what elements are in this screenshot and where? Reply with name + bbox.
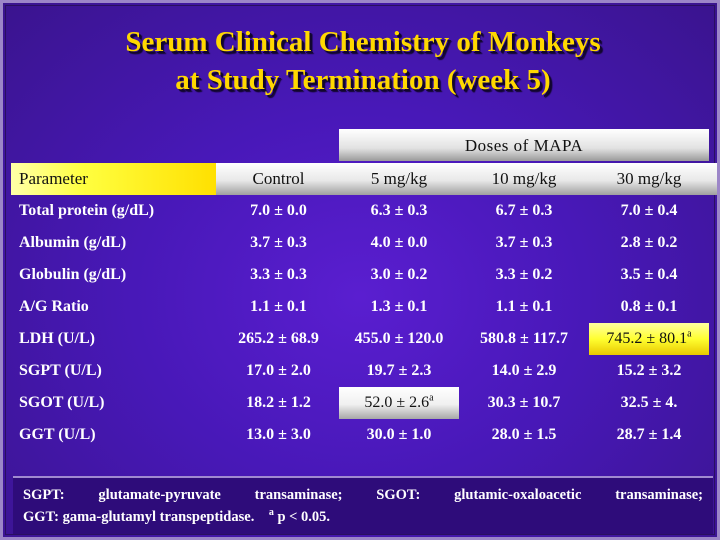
header-30mg: 30 mg/kg [616, 169, 682, 188]
footnote-line-1: SGPT: glutamate-pyruvate transaminase; S… [23, 487, 703, 503]
footnote-sig-text: p < 0.05. [277, 509, 331, 525]
cell-5mg: 3.0 ± 0.2 [370, 266, 428, 283]
table-row: Total protein (g/dL) 7.0 ± 0.0 6.3 ± 0.3… [11, 195, 717, 227]
row-parameter: SGOT (U/L) [19, 394, 105, 411]
significance-marker: a [429, 392, 434, 404]
header-control: Control [252, 169, 305, 188]
cell-10mg: 30.3 ± 10.7 [487, 394, 561, 411]
footnote-line-2: GGT: gama-glutamyl transpeptidase. a p <… [23, 506, 703, 528]
cell-value: 745.2 ± 80.1 [606, 330, 688, 347]
cell-10mg: 14.0 ± 2.9 [491, 362, 557, 379]
cell-control: 7.0 ± 0.0 [250, 202, 307, 219]
significance-marker: a [687, 328, 692, 340]
table-row: Globulin (g/dL) 3.3 ± 0.3 3.0 ± 0.2 3.3 … [11, 259, 717, 291]
table-row: SGOT (U/L) 18.2 ± 1.2 52.0 ± 2.6a 30.3 ±… [11, 387, 717, 419]
cell-10mg: 3.7 ± 0.3 [495, 234, 553, 251]
cell-30mg: 28.7 ± 1.4 [616, 426, 682, 443]
cell-5mg: 19.7 ± 2.3 [366, 362, 432, 379]
cell-5mg: 6.3 ± 0.3 [370, 202, 428, 219]
title-line-1: Serum Clinical Chemistry of Monkeys [125, 26, 601, 58]
cell-10mg: 28.0 ± 1.5 [491, 426, 557, 443]
cell-control: 3.3 ± 0.3 [250, 266, 307, 283]
footnote-sig-marker: a [268, 507, 274, 519]
cell-5mg: 455.0 ± 120.0 [354, 330, 444, 347]
row-parameter: GGT (U/L) [19, 426, 96, 443]
header-parameter: Parameter [11, 163, 216, 195]
cell-10mg: 580.8 ± 117.7 [480, 330, 568, 347]
title-line-2: at Study Termination (week 5) [175, 64, 551, 96]
row-parameter: LDH (U/L) [19, 330, 95, 347]
cell-5mg: 30.0 ± 1.0 [366, 426, 432, 443]
cell-30mg-highlighted: 745.2 ± 80.1a [589, 323, 709, 355]
cell-30mg: 3.5 ± 0.4 [620, 266, 678, 283]
slide-title: Serum Clinical Chemistry of Monkeys at S… [3, 23, 720, 99]
cell-control: 3.7 ± 0.3 [250, 234, 307, 251]
doses-header: Doses of MAPA [339, 129, 709, 161]
cell-control: 1.1 ± 0.1 [250, 298, 307, 315]
footnote: SGPT: glutamate-pyruvate transaminase; S… [13, 476, 713, 534]
row-parameter: SGPT (U/L) [19, 362, 102, 379]
row-parameter: Globulin (g/dL) [19, 266, 127, 283]
cell-control: 17.0 ± 2.0 [246, 362, 311, 379]
cell-5mg: 1.3 ± 0.1 [370, 298, 428, 315]
table-row: GGT (U/L) 13.0 ± 3.0 30.0 ± 1.0 28.0 ± 1… [11, 419, 717, 451]
table-row: LDH (U/L) 265.2 ± 68.9 455.0 ± 120.0 580… [11, 323, 717, 355]
table-row: A/G Ratio 1.1 ± 0.1 1.3 ± 0.1 1.1 ± 0.1 … [11, 291, 717, 323]
cell-control: 18.2 ± 1.2 [246, 394, 311, 411]
row-parameter: Albumin (g/dL) [19, 234, 127, 251]
cell-10mg: 6.7 ± 0.3 [495, 202, 553, 219]
header-10mg: 10 mg/kg [491, 169, 557, 188]
table-row: SGPT (U/L) 17.0 ± 2.0 19.7 ± 2.3 14.0 ± … [11, 355, 717, 387]
header-5mg: 5 mg/kg [370, 169, 428, 188]
cell-5mg-highlighted: 52.0 ± 2.6a [339, 387, 459, 419]
cell-control: 13.0 ± 3.0 [246, 426, 311, 443]
cell-30mg: 0.8 ± 0.1 [620, 298, 678, 315]
cell-30mg: 7.0 ± 0.4 [620, 202, 678, 219]
cell-value: 52.0 ± 2.6 [364, 394, 430, 411]
cell-10mg: 3.3 ± 0.2 [495, 266, 553, 283]
cell-10mg: 1.1 ± 0.1 [495, 298, 553, 315]
row-parameter: Total protein (g/dL) [19, 202, 155, 219]
cell-control: 265.2 ± 68.9 [238, 330, 319, 347]
cell-30mg: 15.2 ± 3.2 [616, 362, 682, 379]
row-parameter: A/G Ratio [19, 298, 89, 315]
cell-30mg: 2.8 ± 0.2 [620, 234, 678, 251]
cell-30mg: 32.5 ± 4. [620, 394, 678, 411]
table-row: Albumin (g/dL) 3.7 ± 0.3 4.0 ± 0.0 3.7 ±… [11, 227, 717, 259]
footnote-ggt: GGT: gama-glutamyl transpeptidase. [23, 509, 255, 525]
table-header-row: Parameter Control 5 mg/kg 10 mg/kg 30 mg… [11, 163, 717, 195]
cell-5mg: 4.0 ± 0.0 [370, 234, 428, 251]
